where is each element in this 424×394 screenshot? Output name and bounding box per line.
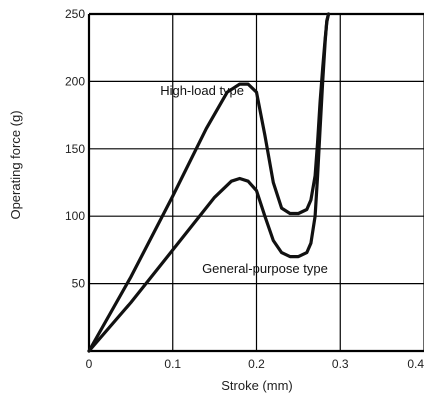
y-tick-label: 50 [72, 277, 86, 291]
grid [87, 12, 424, 353]
x-tick-label: 0 [86, 357, 93, 371]
series-annotation: General-purpose type [202, 261, 328, 276]
y-axis-label: Operating force (g) [8, 110, 23, 219]
x-tick-label: 0.4 [407, 357, 424, 371]
y-tick-label: 100 [65, 209, 85, 223]
y-tick-label: 250 [65, 7, 85, 21]
y-tick-label: 200 [65, 74, 85, 88]
x-tick-label: 0.2 [248, 357, 265, 371]
series-line-1 [87, 12, 331, 353]
tick-labels: 0 0.1 0.2 0.3 0.4 50 100 150 200 250 [65, 7, 424, 371]
curves [87, 12, 331, 353]
annotations: High-load type General-purpose type [160, 83, 328, 276]
x-tick-label: 0.1 [164, 357, 181, 371]
series-line-0 [87, 12, 331, 353]
y-tick-label: 150 [65, 142, 85, 156]
series-annotation: High-load type [160, 83, 244, 98]
x-axis-label: Stroke (mm) [221, 378, 293, 393]
x-tick-label: 0.3 [332, 357, 349, 371]
